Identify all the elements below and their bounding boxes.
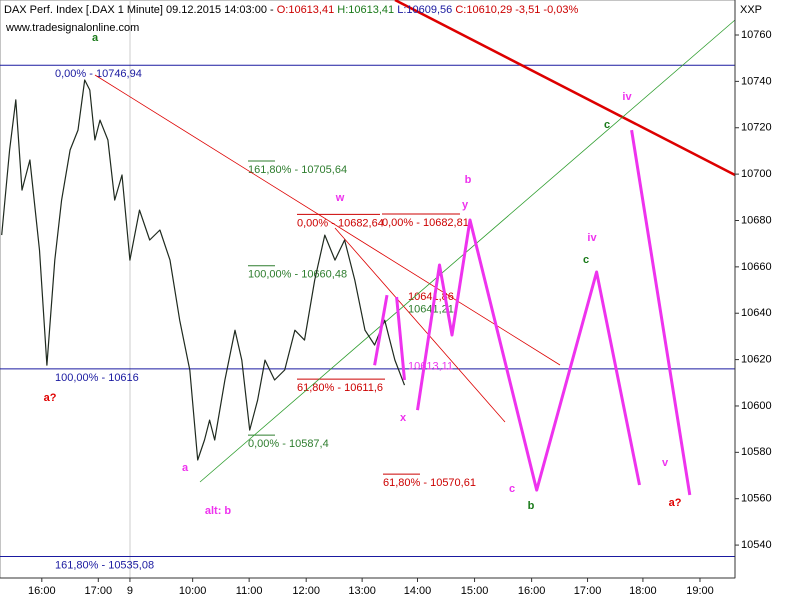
- level-label: 61,80% - 10570,61: [383, 477, 476, 489]
- x-tick-label: 13:00: [348, 585, 376, 597]
- x-tick-label: 18:00: [629, 585, 657, 597]
- annotations: a a? w b y x a alt: b c b c iv c iv v a?: [44, 32, 682, 517]
- price-label: 10613,11: [408, 360, 453, 372]
- y-tick-label: 10700: [741, 168, 772, 180]
- y-tick-label: 10640: [741, 307, 772, 319]
- source: www.tradesignalonline.com: [5, 22, 139, 34]
- wave-label: v: [662, 457, 669, 469]
- x-tick-label: 12:00: [292, 585, 320, 597]
- wave-label: c: [583, 254, 589, 266]
- wave-label: iv: [587, 232, 597, 244]
- level-label: 100,00% - 10660,48: [248, 269, 347, 281]
- level-label: 100,00% - 10616: [55, 372, 139, 384]
- y-tick-label: 10580: [741, 446, 772, 458]
- chart-title: DAX Perf. Index [.DAX 1 Minute] 09.12.20…: [4, 4, 578, 16]
- y-tick-label: 10600: [741, 400, 772, 412]
- level-label: 61,80% - 10611,6: [297, 382, 383, 394]
- x-tick-label: 10:00: [179, 585, 207, 597]
- trend-line: [199, 19, 736, 483]
- wave-label: c: [509, 483, 515, 495]
- title-part: DAX Perf. Index [.DAX 1 Minute] 09.12.20…: [4, 4, 277, 16]
- x-tick-label: 17:00: [574, 585, 602, 597]
- levels: 0,00% - 10746,94 100,00% - 10616 161,80% -…: [0, 64, 735, 571]
- wave-label: a?: [44, 392, 57, 404]
- level-label: 0,00% - 10746,94: [55, 68, 142, 80]
- y-tick-label: 10660: [741, 261, 772, 273]
- trend-line: [334, 227, 506, 423]
- x-tick-label: 9: [127, 585, 133, 597]
- wave-label: iv: [622, 91, 632, 103]
- title-part: C:10610,29 -3,51 -0,03%: [452, 4, 578, 16]
- y-tick-label: 10740: [741, 75, 772, 87]
- wave-label: b: [528, 500, 535, 512]
- wave-label: y: [462, 199, 469, 211]
- price-label: 10641,86: [408, 291, 454, 303]
- x-tick-label: 16:00: [518, 585, 546, 597]
- y-tick-label: 10620: [741, 354, 772, 366]
- x-tick-label: 17:00: [85, 585, 113, 597]
- y-tick-label: 10680: [741, 214, 772, 226]
- series-line: [373, 129, 692, 496]
- series-line: [1, 79, 406, 461]
- wave-label: c: [604, 119, 610, 131]
- wave-label: a?: [669, 497, 682, 509]
- level-label: 161,80% - 10535,08: [55, 559, 154, 571]
- y-tick-label: 10540: [741, 539, 772, 551]
- title-part: O:10613,41: [277, 4, 335, 16]
- price-label: 10641,21: [408, 303, 454, 315]
- level-label: 0,00% - 10587,4: [248, 438, 329, 450]
- axis-label: XXP: [740, 4, 762, 16]
- x-tick-label: 11:00: [236, 585, 263, 597]
- trend-line: [94, 74, 561, 366]
- level-label: 0,00% - 10682,64: [297, 217, 384, 229]
- title-part: L:10609,56: [394, 4, 452, 16]
- wave-label: alt: b: [205, 505, 232, 517]
- plot-area: [0, 0, 736, 579]
- x-tick-label: 15:00: [461, 585, 489, 597]
- y-tick-label: 10720: [741, 122, 772, 134]
- trend-line: [394, 0, 736, 177]
- wave-label: a: [182, 462, 189, 474]
- x-tick-label: 19:00: [686, 585, 714, 597]
- wave-label: b: [465, 174, 472, 186]
- wave-label: a: [92, 32, 99, 44]
- level-label: 161,80% - 10705,64: [248, 164, 347, 176]
- y-tick-label: 10760: [741, 29, 772, 41]
- wave-label: w: [335, 192, 345, 204]
- series: [1, 79, 692, 496]
- wave-label: x: [400, 412, 407, 424]
- title-part: H:10613,41: [334, 4, 394, 16]
- x-tick-label: 16:00: [28, 585, 56, 597]
- level-label: 0,00% - 10682,81: [382, 217, 469, 229]
- y-tick-label: 10560: [741, 493, 772, 505]
- x-tick-label: 14:00: [404, 585, 432, 597]
